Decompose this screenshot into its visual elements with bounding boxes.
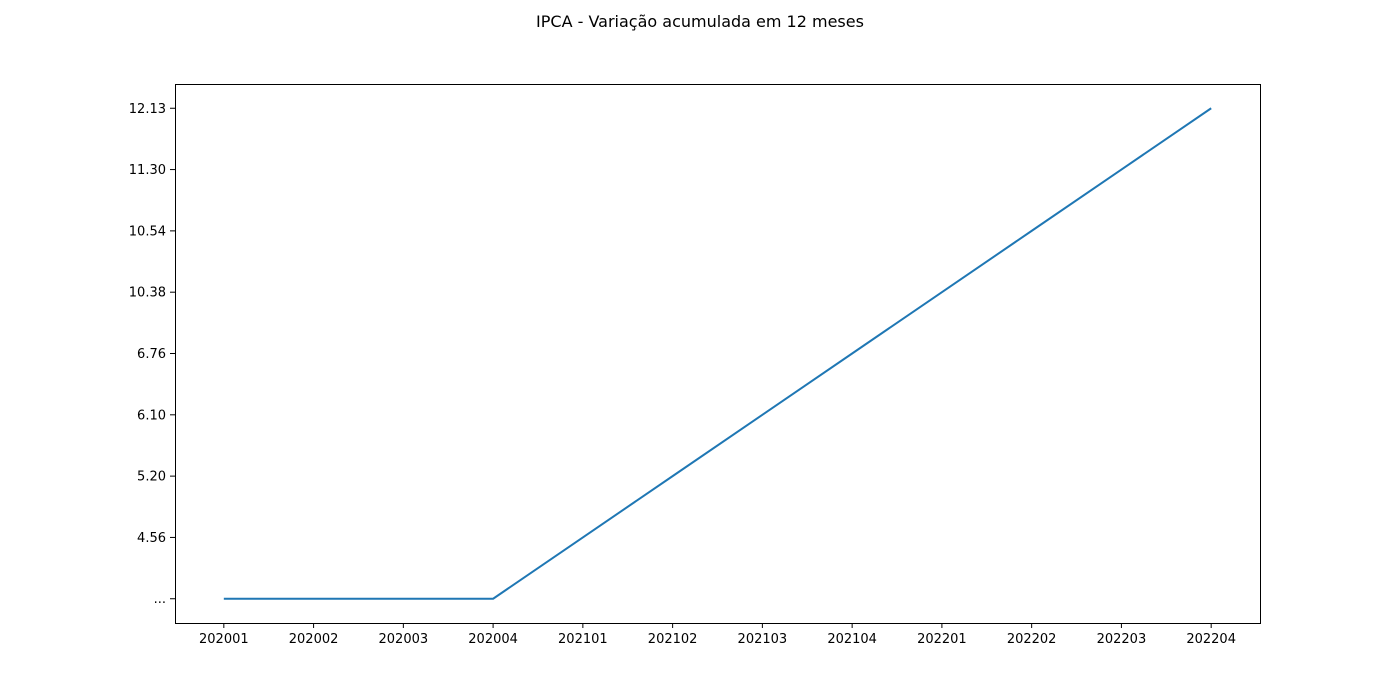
y-tick-label: 10.54 (129, 224, 166, 239)
series-layer (223, 107, 1212, 600)
x-tick-label: 202201 (917, 632, 967, 647)
x-tick-label: 202001 (199, 632, 249, 647)
x-tick-label: 202102 (648, 632, 698, 647)
x-axis: 202001 202002 202003 202004 202101 202102 2021… (199, 623, 1236, 647)
x-tick-label: 202003 (379, 632, 429, 647)
x-tick-label: 202204 (1186, 632, 1236, 647)
y-tick-label: 11.30 (129, 163, 166, 178)
y-tick-label: 4.56 (137, 531, 166, 546)
x-tick-label: 202203 (1097, 632, 1147, 647)
y-tick-label: ... (154, 592, 166, 607)
series-line (223, 107, 1212, 600)
y-tick-label: 6.76 (137, 347, 166, 362)
chart-title: IPCA - Variação acumulada em 12 meses (536, 12, 864, 31)
x-tick-label: 202101 (558, 632, 608, 647)
y-tick-label: 10.38 (129, 286, 166, 301)
y-tick-label: 12.13 (129, 102, 166, 117)
y-axis: ... 4.56 5.20 6.10 6.76 10.38 10.54 11.30 12.13 (129, 102, 175, 607)
y-tick-label: 6.10 (137, 408, 166, 423)
x-tick-label: 202103 (738, 632, 788, 647)
plot-area-frame (175, 84, 1261, 624)
x-tick-label: 202104 (827, 632, 877, 647)
y-tick-label: 5.20 (137, 470, 166, 485)
x-tick-label: 202202 (1007, 632, 1057, 647)
x-tick-label: 202002 (289, 632, 339, 647)
x-tick-label: 202004 (468, 632, 518, 647)
